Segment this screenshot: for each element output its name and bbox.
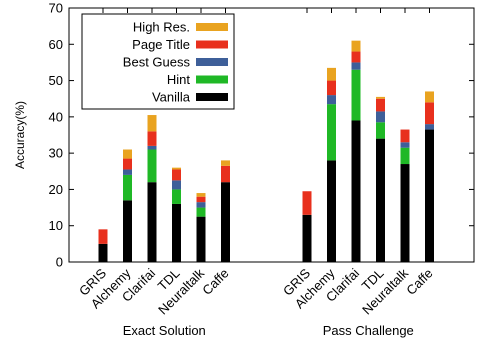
bar-segment-best-guess — [425, 124, 434, 130]
y-tick-label: 40 — [49, 109, 63, 124]
bar-segment-high-res — [327, 67, 336, 81]
legend-label: High Res. — [133, 20, 190, 35]
bar-segment-hint — [172, 189, 181, 204]
bar-segment-best-guess — [351, 62, 361, 70]
bar-segment-high-res — [376, 96, 385, 99]
bar-segment-high-res — [196, 193, 206, 197]
bar-segment-page-title — [302, 191, 312, 215]
bar-segment-high-res — [221, 160, 230, 166]
bar-segment-vanilla — [196, 216, 206, 262]
y-axis-title: Accuracy(%) — [13, 101, 27, 169]
bar-segment-page-title — [351, 51, 361, 63]
y-tick-label: 60 — [49, 37, 63, 52]
legend-label: Page Title — [132, 37, 190, 52]
bar-segment-page-title — [172, 169, 181, 181]
bar-segment-vanilla — [376, 138, 385, 262]
bar-segment-high-res — [147, 115, 157, 132]
bar-segment-vanilla — [351, 120, 361, 262]
bar-segment-vanilla — [302, 214, 312, 262]
legend-swatch — [196, 93, 228, 101]
legend-label: Hint — [167, 72, 191, 87]
bar-segment-best-guess — [196, 202, 206, 208]
bar-segment-hint — [327, 104, 336, 161]
bar-segment-page-title — [123, 158, 132, 170]
bar-segment-hint — [196, 207, 206, 217]
legend-label: Vanilla — [152, 90, 191, 105]
x-category-label: Caffe — [403, 266, 435, 298]
bar-segment-page-title — [98, 229, 108, 244]
bar-segment-page-title — [425, 102, 434, 125]
bar-segment-vanilla — [98, 243, 108, 262]
bar-segment-best-guess — [400, 142, 410, 148]
legend-swatch — [196, 75, 228, 84]
bar-segment-best-guess — [327, 95, 336, 105]
bar-segment-vanilla — [425, 129, 434, 262]
y-tick-label: 20 — [49, 182, 63, 197]
bar-segment-vanilla — [327, 160, 336, 262]
bar-segment-hint — [400, 147, 410, 165]
y-tick-label: 50 — [49, 73, 63, 88]
plot-frame — [68, 7, 475, 263]
bar-segment-best-guess — [172, 180, 181, 190]
legend-swatch — [196, 23, 228, 31]
bar-segment-vanilla — [172, 203, 181, 262]
bar-segment-page-title — [147, 131, 157, 146]
bar-segment-vanilla — [221, 182, 230, 262]
y-tick-label: 70 — [49, 1, 63, 16]
bar-segment-high-res — [425, 91, 434, 103]
bar-segment-hint — [376, 122, 385, 139]
bar-segment-best-guess — [147, 145, 157, 150]
bar-segment-high-res — [172, 167, 181, 170]
y-tick-label: 10 — [49, 218, 63, 233]
bar-segment-high-res — [123, 149, 132, 159]
bar-segment-page-title — [221, 165, 230, 183]
bar-segment-vanilla — [147, 182, 157, 262]
bar-segment-best-guess — [123, 169, 132, 175]
x-category-label: Caffe — [199, 266, 231, 298]
y-tick-label: 30 — [49, 146, 63, 161]
bar-segment-hint — [351, 69, 361, 121]
group-label: Exact Solution — [123, 323, 206, 338]
bar-segment-hint — [147, 149, 157, 183]
group-label: Pass Challenge — [323, 323, 414, 338]
legend-swatch — [196, 40, 228, 49]
bar-segment-page-title — [376, 98, 385, 112]
legend: High Res. Page Title Best Guess Hint Vanilla — [81, 13, 235, 110]
y-tick-label: 0 — [56, 255, 63, 270]
bar-segment-vanilla — [123, 200, 132, 262]
legend-swatch — [196, 58, 228, 66]
bar-segment-hint — [123, 174, 132, 201]
bar-segment-page-title — [400, 129, 410, 143]
bar-segment-high-res — [351, 40, 361, 52]
bar-segment-vanilla — [400, 164, 410, 262]
bar-segment-page-title — [196, 196, 206, 203]
legend-label: Best Guess — [123, 55, 191, 70]
bar-segment-page-title — [327, 80, 336, 96]
bar-segment-best-guess — [376, 111, 385, 123]
